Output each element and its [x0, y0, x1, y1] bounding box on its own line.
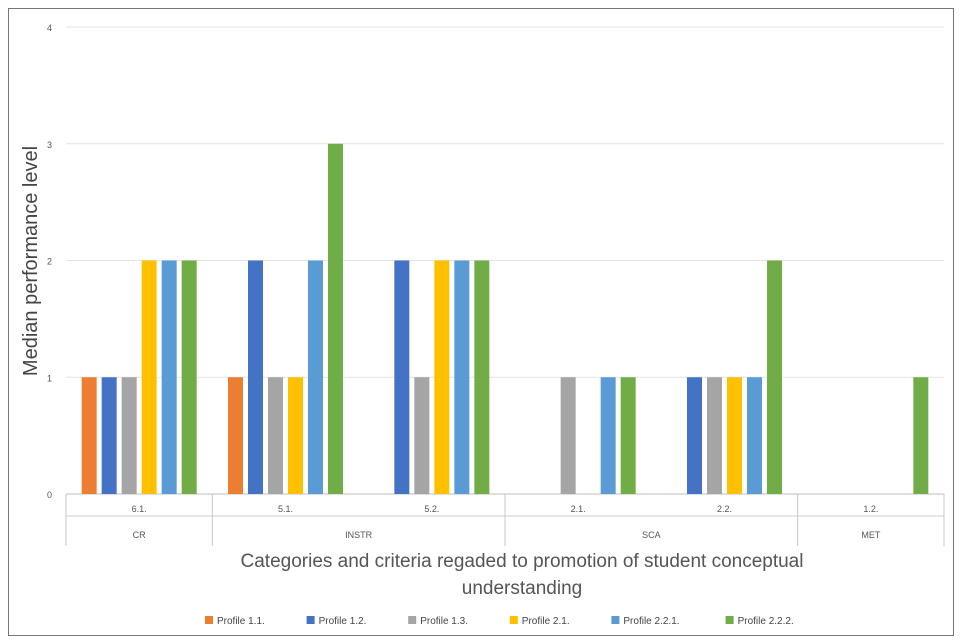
x-tick-label: 1.2.	[863, 504, 878, 514]
bar	[288, 377, 303, 494]
bar	[328, 143, 343, 494]
bar	[727, 377, 742, 494]
y-tick-label: 3	[47, 140, 52, 150]
bar	[560, 377, 576, 494]
x-axis: 6.1. 5.1. 5.2. 2.1. 2.2. 1.2. CR INSTR SCA MET	[65, 494, 945, 546]
legend-swatch	[408, 616, 417, 624]
bar	[101, 377, 117, 494]
x-group-label: CR	[133, 530, 146, 540]
bar	[81, 377, 97, 494]
bar	[181, 260, 197, 494]
legend-swatch	[611, 616, 620, 624]
bar	[308, 260, 323, 494]
chart-frame: 0 1 2 3 4 6.1. 5.1. 5.2. 2.1. 2.2. 1.2. CR INSTR SCA…	[8, 8, 954, 636]
bar	[248, 260, 263, 494]
bars	[81, 143, 929, 494]
y-tick-label: 1	[47, 373, 52, 383]
legend-swatch	[205, 616, 213, 624]
bar	[268, 377, 283, 494]
bar	[747, 377, 762, 494]
x-group-label: SCA	[642, 530, 661, 540]
bar	[687, 377, 702, 494]
x-group-label: INSTR	[345, 530, 373, 540]
legend-label: Profile 2.2.2.	[738, 616, 794, 627]
bar	[767, 260, 782, 494]
legend-label: Profile 2.1.	[522, 616, 570, 627]
x-group-label: MET	[861, 530, 881, 540]
y-tick-label: 2	[47, 257, 52, 267]
legend-swatch	[725, 616, 734, 624]
x-tick-label: 2.2.	[717, 504, 732, 514]
legend-label: Profile 1.3.	[420, 616, 468, 627]
bar	[141, 260, 157, 494]
bar	[454, 260, 470, 494]
legend: Profile 1.1. Profile 1.2. Profile 1.3. Prof…	[205, 616, 794, 627]
y-axis-ticks: 0 1 2 3 4	[47, 23, 52, 500]
gridlines	[66, 26, 944, 495]
legend-label: Profile 1.1.	[217, 616, 265, 627]
bar	[121, 377, 137, 494]
bar	[600, 377, 616, 494]
x-tick-label: 5.2.	[424, 504, 439, 514]
bar	[161, 260, 177, 494]
legend-label: Profile 1.2.	[319, 616, 367, 627]
legend-swatch	[306, 616, 315, 624]
bar	[474, 260, 490, 494]
bar	[228, 377, 243, 494]
bar	[394, 260, 410, 494]
bar-chart: 0 1 2 3 4 6.1. 5.1. 5.2. 2.1. 2.2. 1.2. CR INSTR SCA…	[20, 23, 945, 627]
y-tick-label: 0	[47, 490, 52, 500]
x-tick-label: 5.1.	[278, 504, 293, 514]
legend-swatch	[509, 616, 518, 624]
x-axis-label: Categories and criteria regaded to promo…	[241, 551, 804, 599]
y-axis-label: Median performance level	[20, 146, 42, 376]
bar	[434, 260, 450, 494]
x-tick-label: 6.1.	[132, 504, 147, 514]
bar	[620, 377, 636, 494]
bar	[414, 377, 430, 494]
x-tick-label: 2.1.	[571, 504, 586, 514]
legend-label: Profile 2.2.1.	[623, 616, 679, 627]
bar	[707, 377, 722, 494]
bar	[913, 377, 929, 494]
y-tick-label: 4	[47, 23, 52, 33]
